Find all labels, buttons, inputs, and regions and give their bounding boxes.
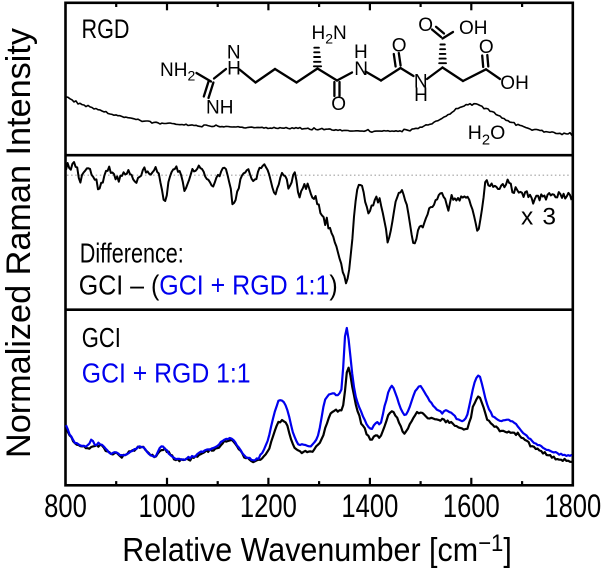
svg-text:O: O xyxy=(418,15,433,36)
svg-text:1200: 1200 xyxy=(240,489,297,524)
svg-text:Relative Wavenumber [cm−1]: Relative Wavenumber [cm −1] xyxy=(122,529,512,569)
svg-text:OH: OH xyxy=(459,18,488,39)
svg-text:NH: NH xyxy=(206,98,233,119)
svg-text:1600: 1600 xyxy=(443,489,500,524)
svg-text:GCI – (GCI + RGD 1:1): GCI – (GCI + RGD 1:1) xyxy=(79,270,338,301)
svg-text:O: O xyxy=(479,37,494,58)
svg-text:OH: OH xyxy=(500,73,529,94)
svg-text:GCI: GCI xyxy=(82,323,121,354)
svg-text:N: N xyxy=(227,43,241,64)
svg-text:1400: 1400 xyxy=(341,489,398,524)
svg-text:1000: 1000 xyxy=(139,489,196,524)
svg-text:Difference:: Difference: xyxy=(80,238,184,269)
svg-text:NH2: NH2 xyxy=(160,60,195,84)
svg-text:H: H xyxy=(354,42,368,63)
svg-text:800: 800 xyxy=(44,489,87,524)
svg-text:Normalized Raman Intensity: Normalized Raman Intensity xyxy=(0,28,38,458)
svg-text:H2N: H2N xyxy=(312,23,347,47)
svg-text:RGD: RGD xyxy=(82,15,130,45)
svg-text:x 3: x 3 xyxy=(521,204,556,231)
svg-text:N: N xyxy=(414,71,428,92)
svg-text:O: O xyxy=(392,36,407,57)
svg-text:O: O xyxy=(331,94,346,115)
svg-text:GCI + RGD 1:1: GCI + RGD 1:1 xyxy=(82,358,251,389)
svg-text:N: N xyxy=(354,59,368,80)
svg-text:H: H xyxy=(227,59,241,80)
svg-text:H: H xyxy=(414,85,428,106)
svg-text:1800: 1800 xyxy=(544,489,601,524)
